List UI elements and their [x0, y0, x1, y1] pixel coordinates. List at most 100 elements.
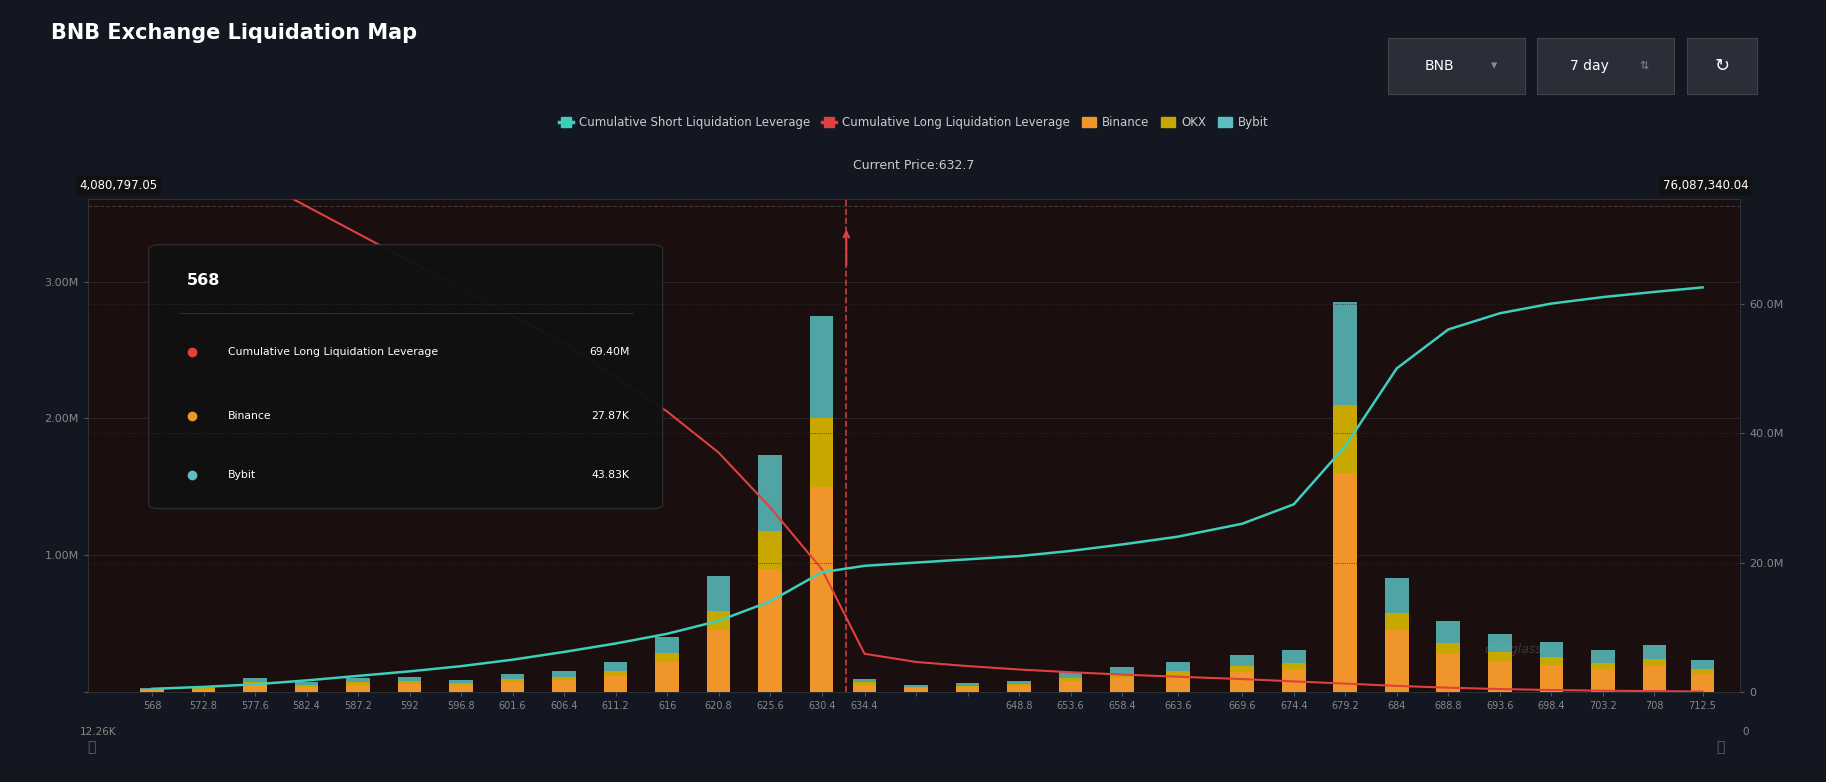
- Text: 7 day: 7 day: [1570, 59, 1609, 73]
- Bar: [192, 686, 215, 687]
- Bar: [347, 684, 371, 692]
- Bar: [347, 682, 371, 684]
- Bar: [1643, 658, 1665, 666]
- Bar: [294, 685, 318, 687]
- Bar: [1059, 681, 1083, 692]
- Text: 12.26K: 12.26K: [79, 726, 117, 737]
- Text: coinglass: coinglass: [1485, 643, 1541, 655]
- Bar: [294, 682, 318, 685]
- Text: Current Price:632.7: Current Price:632.7: [853, 160, 975, 172]
- Text: ▾: ▾: [1492, 59, 1497, 72]
- Bar: [551, 671, 575, 677]
- Bar: [758, 569, 782, 692]
- Bar: [551, 680, 575, 692]
- Bar: [1384, 579, 1408, 613]
- Text: ↻: ↻: [1715, 56, 1729, 75]
- Bar: [500, 673, 524, 679]
- Bar: [1488, 634, 1512, 651]
- Bar: [192, 689, 215, 692]
- Bar: [656, 637, 679, 653]
- Bar: [904, 687, 928, 688]
- Bar: [1488, 651, 1512, 661]
- Bar: [1488, 661, 1512, 692]
- Text: Binance: Binance: [228, 411, 272, 421]
- Bar: [1590, 669, 1614, 692]
- Bar: [904, 685, 928, 687]
- Bar: [1282, 662, 1306, 669]
- Bar: [551, 677, 575, 680]
- Bar: [1590, 651, 1614, 662]
- Bar: [243, 684, 267, 692]
- Text: BNB: BNB: [1424, 59, 1455, 73]
- Bar: [294, 687, 318, 692]
- Bar: [853, 683, 876, 684]
- Bar: [1110, 667, 1134, 675]
- Text: BNB Exchange Liquidation Map: BNB Exchange Liquidation Map: [51, 23, 418, 44]
- Bar: [141, 690, 164, 692]
- Bar: [1167, 676, 1191, 692]
- Bar: [1437, 621, 1461, 643]
- Text: ⇅: ⇅: [1640, 61, 1649, 70]
- Bar: [1384, 630, 1408, 692]
- Bar: [1333, 302, 1357, 405]
- Bar: [1231, 655, 1254, 666]
- Bar: [1059, 672, 1083, 678]
- Bar: [192, 687, 215, 689]
- Bar: [955, 686, 979, 687]
- FancyBboxPatch shape: [148, 245, 663, 509]
- Bar: [1231, 666, 1254, 672]
- Bar: [141, 688, 164, 689]
- Bar: [1539, 665, 1563, 692]
- Bar: [1282, 651, 1306, 662]
- Bar: [758, 455, 782, 530]
- Text: 27.87K: 27.87K: [592, 411, 630, 421]
- Bar: [955, 683, 979, 686]
- Bar: [1282, 669, 1306, 692]
- Bar: [955, 687, 979, 692]
- Bar: [604, 662, 628, 671]
- Bar: [604, 676, 628, 692]
- Bar: [1008, 684, 1032, 686]
- Bar: [809, 316, 833, 418]
- Bar: [1691, 674, 1715, 692]
- Bar: [604, 671, 628, 676]
- Bar: [1008, 681, 1032, 684]
- Legend: Cumulative Short Liquidation Leverage, Cumulative Long Liquidation Leverage, Bin: Cumulative Short Liquidation Leverage, C…: [555, 112, 1273, 135]
- Bar: [347, 678, 371, 682]
- Bar: [707, 576, 730, 612]
- Bar: [1167, 671, 1191, 676]
- Text: Bybit: Bybit: [228, 470, 256, 480]
- Bar: [1333, 405, 1357, 473]
- Bar: [1437, 654, 1461, 692]
- Bar: [1110, 678, 1134, 692]
- Bar: [449, 680, 473, 683]
- Bar: [398, 681, 422, 683]
- Bar: [449, 685, 473, 692]
- Bar: [1590, 662, 1614, 669]
- Bar: [853, 679, 876, 683]
- Bar: [1437, 643, 1461, 654]
- Bar: [243, 682, 267, 684]
- Bar: [904, 688, 928, 692]
- Bar: [500, 679, 524, 682]
- Bar: [500, 682, 524, 692]
- Text: 76,087,340.04: 76,087,340.04: [1663, 179, 1749, 192]
- Bar: [1539, 657, 1563, 665]
- Bar: [398, 676, 422, 681]
- Bar: [449, 683, 473, 685]
- Text: 0: 0: [1742, 726, 1749, 737]
- Bar: [758, 530, 782, 569]
- Bar: [1643, 666, 1665, 692]
- Text: 568: 568: [186, 273, 221, 289]
- Bar: [707, 630, 730, 692]
- Text: 4,080,797.05: 4,080,797.05: [79, 179, 157, 192]
- Text: 43.83K: 43.83K: [592, 470, 630, 480]
- Bar: [1691, 669, 1715, 674]
- Bar: [656, 653, 679, 662]
- Bar: [398, 683, 422, 692]
- Bar: [1384, 613, 1408, 630]
- Text: ⏸: ⏸: [88, 740, 97, 754]
- Point: [137, 127, 166, 140]
- Text: 69.40M: 69.40M: [590, 347, 630, 357]
- Bar: [1167, 662, 1191, 671]
